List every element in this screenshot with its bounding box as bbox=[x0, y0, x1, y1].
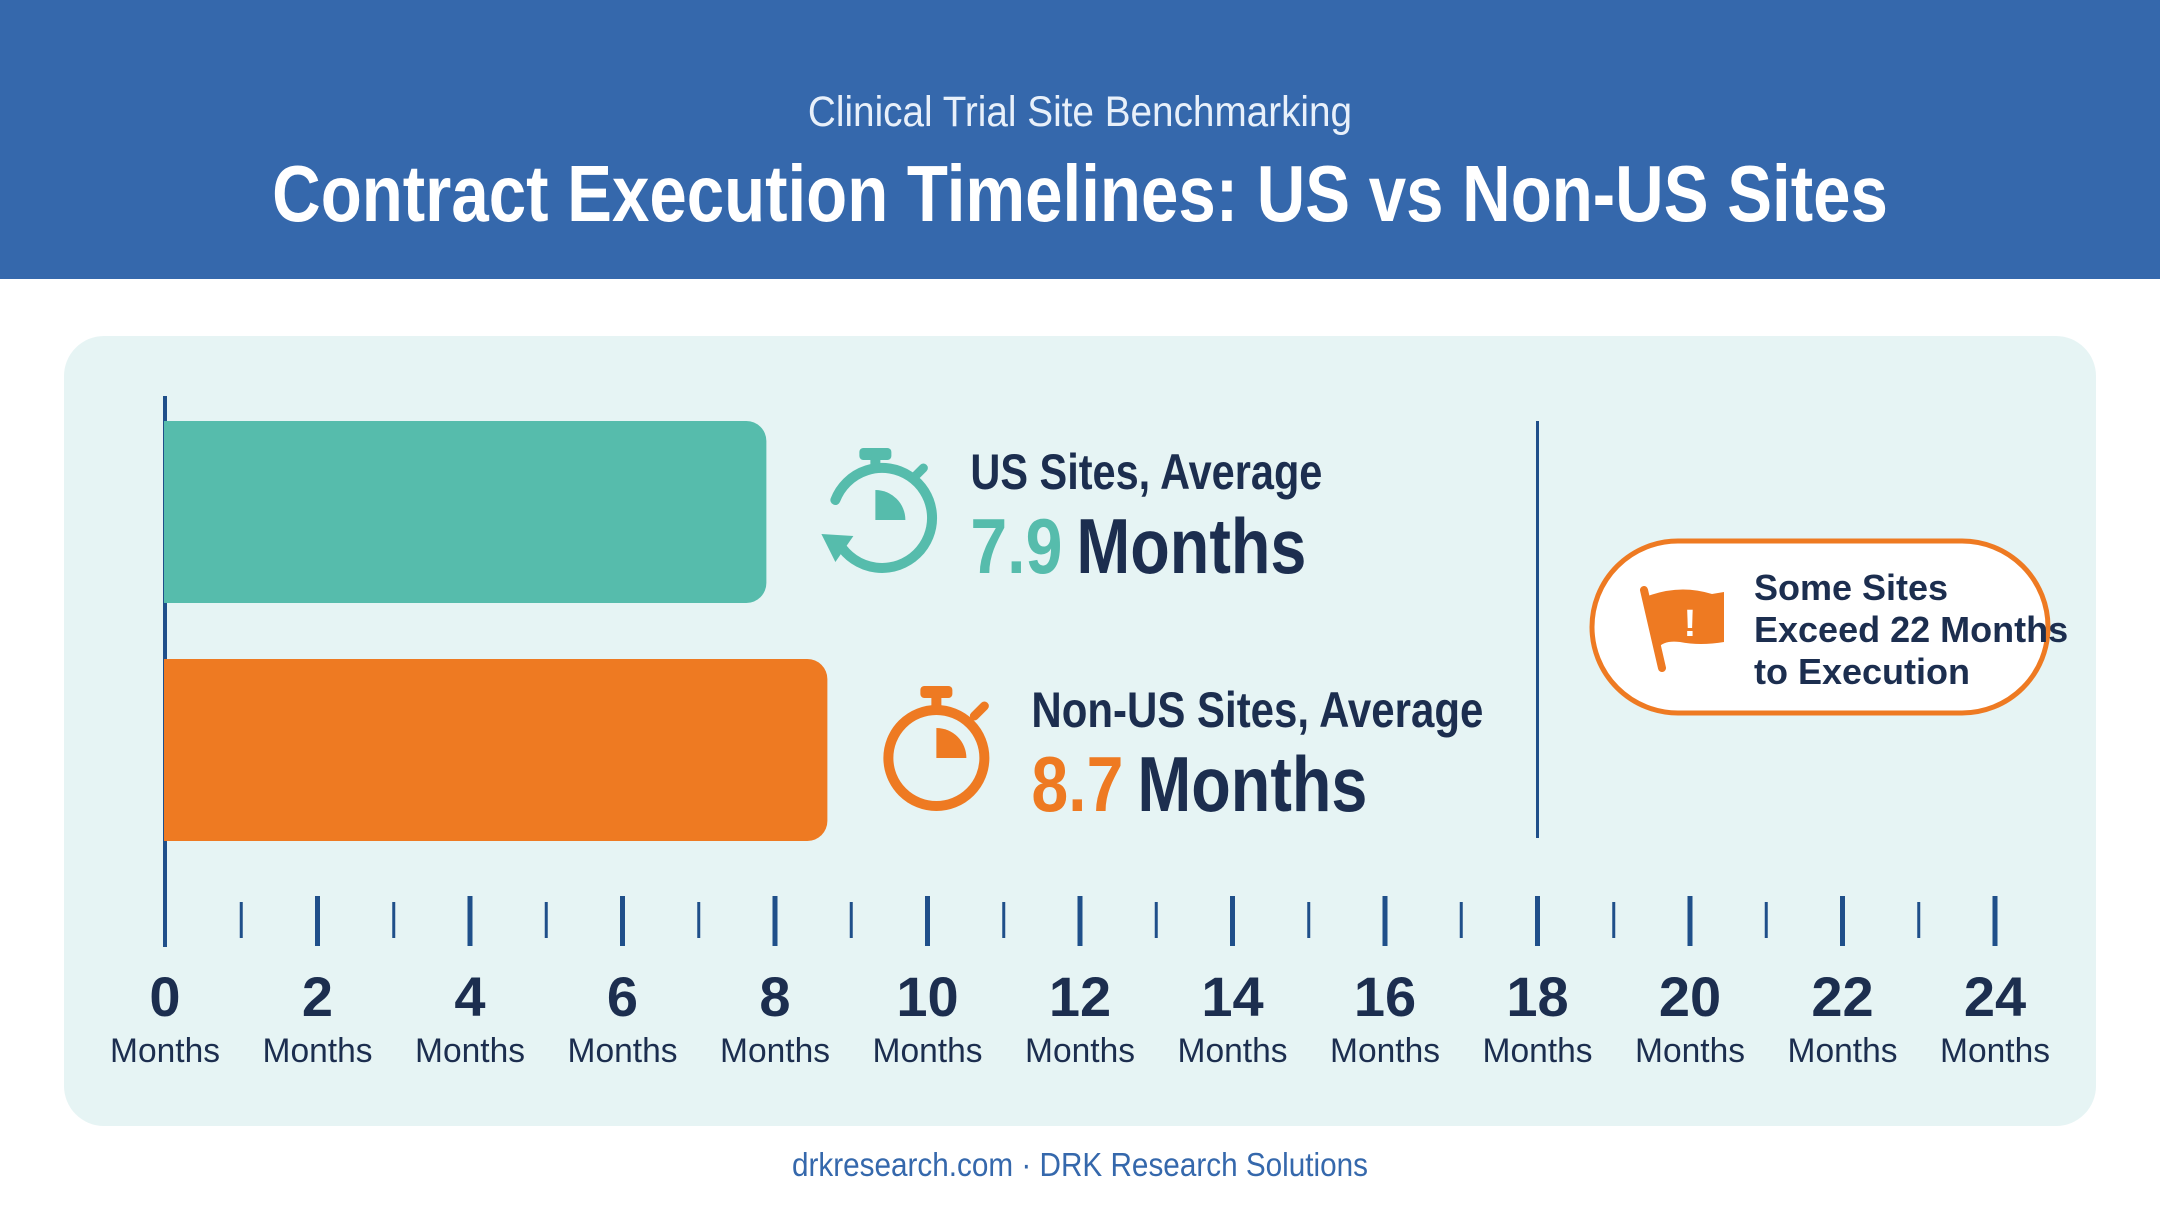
stopwatch-wedge bbox=[936, 728, 967, 758]
series-value-1: 8.7 bbox=[1031, 740, 1123, 828]
series-value-0: 7.9 bbox=[970, 502, 1062, 590]
tick-unit-4: Months bbox=[415, 1032, 525, 1070]
stopwatch-ring bbox=[830, 462, 938, 573]
tick-unit-18: Months bbox=[1483, 1032, 1593, 1070]
tick-unit-12: Months bbox=[1025, 1032, 1135, 1070]
series-name-0: US Sites, Average bbox=[970, 444, 1322, 500]
tick-label-10: 10 bbox=[896, 965, 958, 1028]
bar-1 bbox=[164, 659, 828, 841]
callout-line-0: Some Sites bbox=[1754, 567, 1948, 608]
callout-pill bbox=[1589, 538, 2051, 716]
tick-label-2: 2 bbox=[302, 965, 333, 1028]
tick-label-22: 22 bbox=[1811, 965, 1873, 1028]
tick-label-24: 24 bbox=[1964, 965, 2026, 1028]
header-banner: Clinical Trial Site Benchmarking Contrac… bbox=[0, 0, 2160, 279]
stopwatch-refresh-icon bbox=[821, 448, 938, 573]
refresh-arrowhead bbox=[821, 534, 854, 562]
stopwatch-button bbox=[969, 701, 989, 721]
stopwatch-wedge bbox=[875, 490, 906, 520]
series-unit-1: Months bbox=[1137, 740, 1367, 828]
flag-alert-icon: ! bbox=[1640, 586, 1724, 672]
bar-0-edge bbox=[164, 421, 188, 603]
tick-unit-16: Months bbox=[1330, 1032, 1440, 1070]
tick-label-16: 16 bbox=[1354, 965, 1416, 1028]
tick-label-20: 20 bbox=[1659, 965, 1721, 1028]
tick-label-18: 18 bbox=[1506, 965, 1568, 1028]
callout-line-2: to Execution bbox=[1754, 651, 1970, 692]
tick-unit-8: Months bbox=[720, 1032, 830, 1070]
tick-unit-6: Months bbox=[568, 1032, 678, 1070]
tick-label-14: 14 bbox=[1201, 965, 1263, 1028]
callout-line-1: Exceed 22 Months bbox=[1754, 609, 2068, 650]
stopwatch-stem bbox=[931, 696, 942, 710]
tick-unit-10: Months bbox=[873, 1032, 983, 1070]
series-name-1: Non-US Sites, Average bbox=[1031, 682, 1483, 738]
chart-subtitle: Clinical Trial Site Benchmarking bbox=[807, 88, 1353, 136]
tick-unit-20: Months bbox=[1635, 1032, 1745, 1070]
tick-label-6: 6 bbox=[607, 965, 638, 1028]
stopwatch-crown bbox=[920, 686, 953, 698]
tick-label-8: 8 bbox=[759, 965, 790, 1028]
tick-unit-0: Months bbox=[110, 1032, 220, 1070]
tick-unit-14: Months bbox=[1178, 1032, 1288, 1070]
bar-0 bbox=[164, 421, 767, 603]
tick-label-4: 4 bbox=[454, 965, 485, 1028]
flag-pole bbox=[1640, 586, 1666, 672]
tick-label-0: 0 bbox=[149, 965, 180, 1028]
stopwatch-stem bbox=[870, 458, 881, 472]
series-unit-0: Months bbox=[1076, 502, 1306, 590]
tick-unit-24: Months bbox=[1940, 1032, 2050, 1070]
stopwatch-button bbox=[908, 463, 928, 483]
flag-cloth bbox=[1648, 589, 1724, 648]
tick-unit-22: Months bbox=[1788, 1032, 1898, 1070]
stopwatch-crown bbox=[859, 448, 892, 460]
bar-1-edge bbox=[164, 659, 188, 841]
footer-credit: drkresearch.com · DRK Research Solutions bbox=[791, 1146, 1369, 1183]
tick-unit-2: Months bbox=[263, 1032, 373, 1070]
flag-exclamation: ! bbox=[1684, 603, 1697, 645]
chart-title: Contract Execution Timelines: US vs Non-… bbox=[272, 149, 1888, 238]
stopwatch-icon bbox=[883, 686, 990, 811]
tick-label-12: 12 bbox=[1049, 965, 1111, 1028]
